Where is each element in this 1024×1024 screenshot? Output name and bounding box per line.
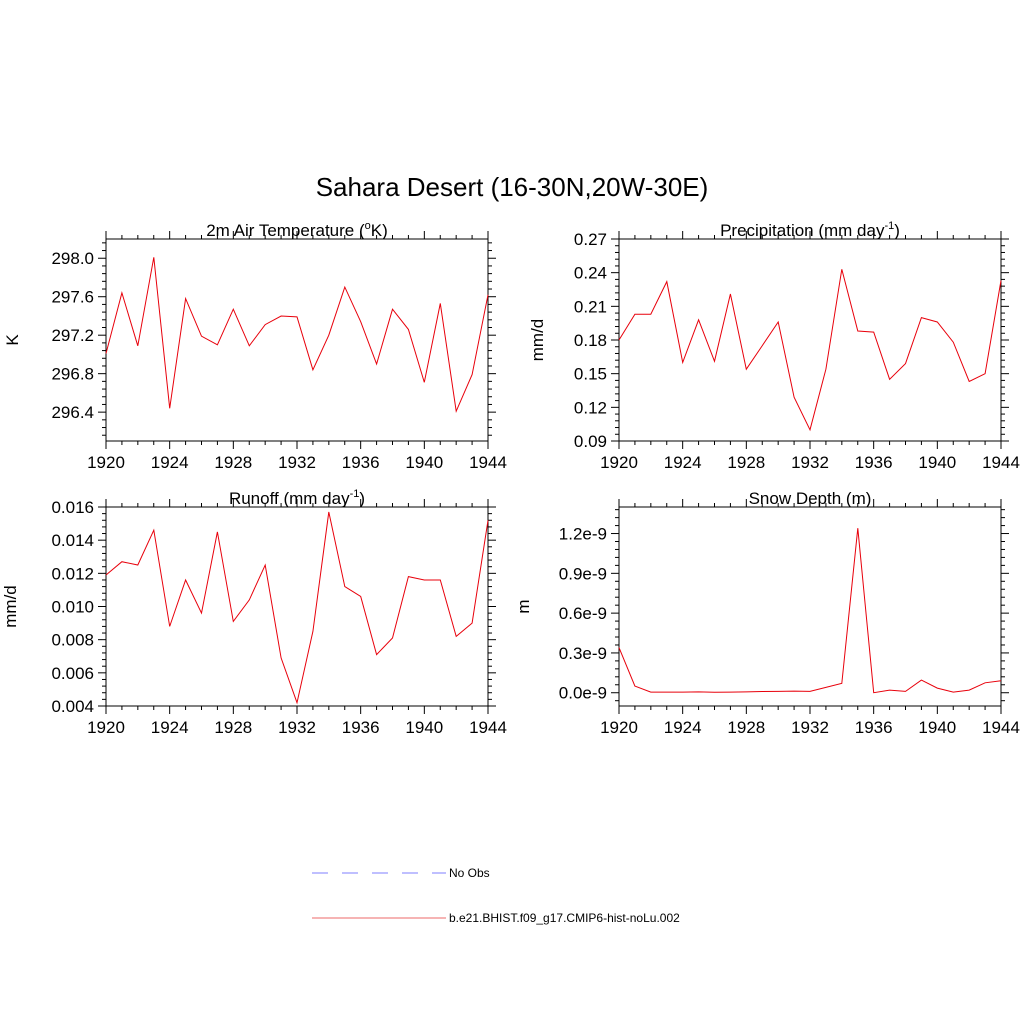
y-tick-label: 0.6e-9 bbox=[559, 604, 607, 623]
x-tick-label: 1928 bbox=[727, 718, 765, 737]
panel-3: 1920 1924 1928 1932 1936 1940 1944 0.004 0.006 0.… bbox=[1, 488, 507, 737]
x-tick-label: 1928 bbox=[214, 718, 252, 737]
x-tick-label: 1924 bbox=[664, 718, 702, 737]
panel-title: 2m Air Temperature (oK) bbox=[206, 220, 388, 240]
y-tick-label: 0.0e-9 bbox=[559, 684, 607, 703]
panel-2: 1920 1924 1928 1932 1936 1940 1944 0.09 0.12 0.15… bbox=[528, 220, 1020, 472]
x-tick-label: 1944 bbox=[469, 718, 507, 737]
y-tick-label: 0.014 bbox=[51, 531, 94, 550]
x-tick-label: 1932 bbox=[791, 453, 829, 472]
y-tick-label: 0.15 bbox=[574, 365, 607, 384]
x-tick-label: 1944 bbox=[982, 453, 1020, 472]
y-tick-label: 296.4 bbox=[51, 403, 94, 422]
legend-model-label: b.e21.BHIST.f09_g17.CMIP6-hist-noLu.002 bbox=[449, 911, 680, 925]
y-tick-label: 0.9e-9 bbox=[559, 564, 607, 583]
y-tick-label: 0.27 bbox=[574, 230, 607, 249]
y-tick-label: 0.010 bbox=[51, 598, 94, 617]
panel-4: 1920 1924 1928 1932 1936 1940 1944 0.0e-9 0.3e-9… bbox=[514, 489, 1020, 737]
y-tick-label: 297.2 bbox=[51, 326, 94, 345]
x-tick-label: 1932 bbox=[278, 718, 316, 737]
x-tick-label: 1920 bbox=[87, 718, 125, 737]
panel-title: Precipitation (mm day-1) bbox=[720, 220, 900, 240]
series-line bbox=[105, 257, 489, 414]
x-tick-label: 1940 bbox=[405, 718, 443, 737]
x-tick-label: 1928 bbox=[214, 453, 252, 472]
y-axis-label: mm/d bbox=[1, 585, 20, 628]
x-tick-label: 1940 bbox=[918, 718, 956, 737]
plot-frame bbox=[618, 506, 1002, 707]
panel-1: 1920 1924 1928 1932 1936 1940 1944 296.4 296.8 29… bbox=[3, 220, 507, 472]
x-tick-label: 1940 bbox=[918, 453, 956, 472]
y-axis-label: m bbox=[514, 599, 533, 613]
x-tick-label: 1944 bbox=[982, 718, 1020, 737]
y-tick-label: 296.8 bbox=[51, 365, 94, 384]
y-axis-label: K bbox=[3, 334, 22, 346]
y-tick-label: 0.21 bbox=[574, 297, 607, 316]
x-tick-label: 1924 bbox=[664, 453, 702, 472]
x-tick-label: 1932 bbox=[791, 718, 829, 737]
y-tick-label: 297.6 bbox=[51, 288, 94, 307]
y-tick-label: 0.3e-9 bbox=[559, 644, 607, 663]
series-line bbox=[618, 528, 1002, 694]
x-tick-label: 1932 bbox=[278, 453, 316, 472]
x-tick-label: 1940 bbox=[405, 453, 443, 472]
panel-title: Runoff (mm day-1) bbox=[229, 488, 365, 508]
x-tick-label: 1924 bbox=[151, 718, 189, 737]
y-tick-label: 1.2e-9 bbox=[559, 525, 607, 544]
panel-title: Snow Depth (m) bbox=[749, 489, 872, 508]
x-tick-label: 1920 bbox=[87, 453, 125, 472]
y-axis-label: mm/d bbox=[528, 319, 547, 362]
x-tick-label: 1936 bbox=[855, 718, 893, 737]
x-tick-label: 1936 bbox=[342, 453, 380, 472]
y-tick-label: 0.24 bbox=[574, 264, 607, 283]
y-tick-label: 0.016 bbox=[51, 498, 94, 517]
series-line bbox=[105, 511, 489, 705]
x-tick-label: 1936 bbox=[342, 718, 380, 737]
x-tick-label: 1920 bbox=[600, 718, 638, 737]
y-tick-label: 0.008 bbox=[51, 631, 94, 650]
y-tick-label: 0.12 bbox=[574, 398, 607, 417]
y-tick-label: 0.09 bbox=[574, 432, 607, 451]
x-tick-label: 1944 bbox=[469, 453, 507, 472]
legend: No Obs b.e21.BHIST.f09_g17.CMIP6-hist-no… bbox=[312, 866, 680, 925]
x-tick-label: 1928 bbox=[727, 453, 765, 472]
y-tick-label: 0.012 bbox=[51, 564, 94, 583]
y-tick-label: 0.18 bbox=[574, 331, 607, 350]
y-tick-label: 0.004 bbox=[51, 697, 94, 716]
y-tick-label: 298.0 bbox=[51, 249, 94, 268]
y-tick-label: 0.006 bbox=[51, 664, 94, 683]
x-tick-label: 1924 bbox=[151, 453, 189, 472]
x-tick-label: 1920 bbox=[600, 453, 638, 472]
plot-frame bbox=[105, 506, 489, 707]
legend-obs-label: No Obs bbox=[449, 866, 490, 880]
plot-frame bbox=[105, 238, 489, 442]
x-tick-label: 1936 bbox=[855, 453, 893, 472]
series-line bbox=[618, 269, 1002, 432]
figure-title: Sahara Desert (16-30N,20W-30E) bbox=[316, 172, 709, 202]
plot-frame bbox=[618, 238, 1002, 442]
